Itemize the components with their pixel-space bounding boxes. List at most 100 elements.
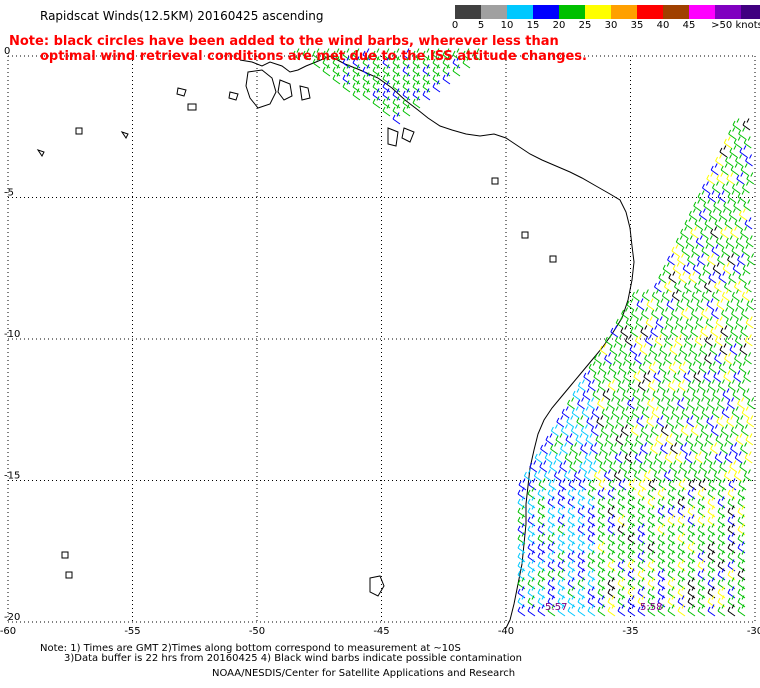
wind-barb <box>696 415 705 428</box>
wind-barb <box>597 523 606 536</box>
wind-barb <box>737 550 746 563</box>
wind-barb <box>527 550 536 563</box>
wind-barb <box>647 532 656 545</box>
wind-barb <box>731 307 739 320</box>
wind-barb <box>614 352 622 365</box>
wind-barb <box>627 568 636 581</box>
wind-barb <box>591 406 600 419</box>
wind-barb <box>537 550 546 563</box>
wind-barb <box>599 343 608 356</box>
wind-barb <box>452 48 461 61</box>
wind-barb <box>710 442 718 455</box>
wind-barb <box>730 163 739 176</box>
wind-barb <box>634 352 642 365</box>
wind-barb <box>626 298 635 311</box>
colorbar-swatch <box>507 5 533 19</box>
wind-barb <box>594 451 603 464</box>
wind-barb <box>713 469 722 482</box>
wind-barb <box>422 48 431 61</box>
island-north-5 <box>228 91 239 101</box>
wind-barb <box>697 586 706 599</box>
wind-barb <box>712 262 721 275</box>
wind-barb <box>717 586 726 599</box>
island-north-2 <box>299 85 311 101</box>
wind-barb <box>689 343 698 356</box>
wind-barb <box>527 559 536 572</box>
wind-barb <box>718 361 727 374</box>
wind-barb <box>674 352 682 365</box>
wind-barb <box>697 559 706 572</box>
wind-barb <box>392 104 401 117</box>
wind-barb <box>636 415 645 428</box>
wind-barb <box>670 325 679 338</box>
wind-barb <box>713 370 722 383</box>
wind-barb <box>734 451 743 464</box>
colorbar-label: 5 <box>477 20 485 31</box>
wind-barb <box>653 370 662 383</box>
wind-barb <box>728 271 737 284</box>
island-north-1 <box>277 79 293 101</box>
wind-barb <box>667 379 676 392</box>
wind-barb <box>587 505 596 518</box>
wind-barb <box>643 469 652 482</box>
wind-barb <box>709 343 718 356</box>
wind-barb <box>617 496 626 509</box>
wind-barb <box>575 433 584 446</box>
wind-barb <box>742 181 750 194</box>
wind-barb <box>617 550 626 563</box>
wind-barb <box>724 334 733 347</box>
wind-barb <box>707 577 716 590</box>
wind-barb <box>715 316 724 329</box>
wind-barb <box>527 523 536 536</box>
wind-barb <box>647 379 656 392</box>
wind-barb <box>707 397 715 410</box>
wind-barb <box>557 514 566 527</box>
wind-barb <box>707 487 716 500</box>
wind-barb <box>668 361 677 374</box>
wind-barb <box>527 568 536 581</box>
wind-barb <box>702 262 711 275</box>
wind-barb <box>708 271 717 284</box>
wind-barb <box>657 397 665 410</box>
wind-barb <box>737 559 746 572</box>
wind-barb <box>705 316 714 329</box>
wind-barb <box>332 72 341 85</box>
wind-barb <box>661 289 670 302</box>
wind-barb <box>561 406 570 419</box>
wind-barb <box>566 415 575 428</box>
wind-barb <box>741 406 750 419</box>
wind-barb <box>687 559 696 572</box>
wind-barb <box>547 487 556 500</box>
wind-barb <box>701 244 710 257</box>
wind-barb <box>684 352 692 365</box>
wind-barb <box>667 586 676 599</box>
wind-barb <box>715 235 724 248</box>
wind-barb <box>630 424 639 437</box>
wind-barb <box>412 64 421 77</box>
wind-barb <box>637 487 646 500</box>
wind-barb <box>577 559 586 572</box>
wind-barb <box>657 586 666 599</box>
wind-barb <box>537 487 546 500</box>
wind-barb <box>690 226 698 239</box>
wind-barb <box>392 88 401 101</box>
wind-barb <box>615 316 624 329</box>
wind-barb <box>730 442 738 455</box>
wind-barb <box>604 334 613 347</box>
wind-barb <box>737 568 746 581</box>
wind-barb <box>691 307 699 320</box>
wind-barb <box>687 523 696 536</box>
wind-barb <box>742 388 751 401</box>
wind-barb <box>725 154 733 167</box>
wind-barb <box>711 289 720 302</box>
wind-barb <box>730 424 739 437</box>
wind-barb <box>727 577 736 590</box>
wind-barb <box>621 406 630 419</box>
wind-barb <box>717 541 726 554</box>
wind-barb <box>680 424 689 437</box>
wind-barb <box>539 460 548 473</box>
wind-barb <box>693 199 702 212</box>
wind-barb <box>741 307 749 320</box>
wind-barb <box>637 586 646 599</box>
wind-barb <box>726 172 735 185</box>
